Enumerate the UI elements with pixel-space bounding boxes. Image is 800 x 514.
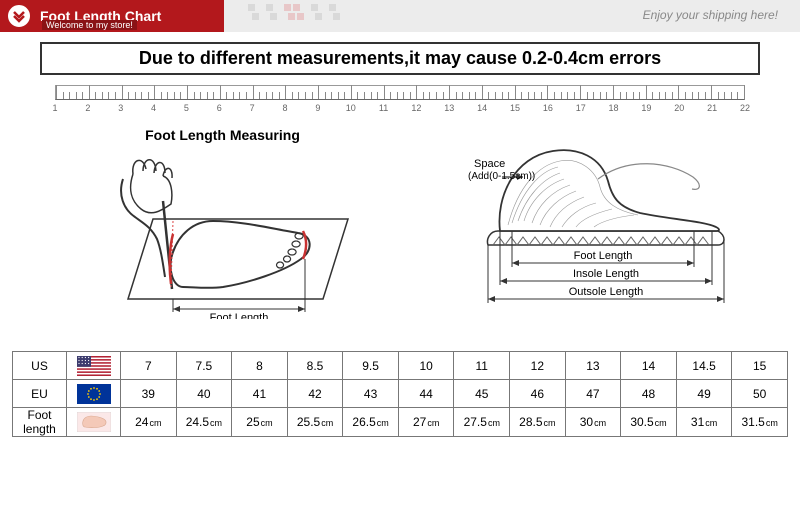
- size-cell: 42: [287, 380, 343, 408]
- size-cell: 26.5cm: [343, 408, 399, 437]
- chevron-down-logo-icon: [12, 9, 26, 23]
- foot-measuring-svg: Foot Length: [73, 149, 373, 319]
- foot-measuring-diagram: Foot Length Measuring Foot Length: [58, 127, 388, 327]
- table-row: EU 394041424344454647484950: [13, 380, 788, 408]
- size-cell: 48: [621, 380, 677, 408]
- size-cell: 14: [621, 352, 677, 380]
- foot-length-label-right: Foot Length: [573, 250, 632, 262]
- size-chart-table: US77.588.59.5101112131414.515EU394041424…: [12, 351, 788, 437]
- size-cell: 43: [343, 380, 399, 408]
- size-cell: 27cm: [398, 408, 454, 437]
- size-cell: 7: [121, 352, 177, 380]
- header-enjoy-text: Enjoy your shipping here!: [643, 8, 778, 22]
- size-cell: 50: [732, 380, 788, 408]
- size-cell: 13: [565, 352, 621, 380]
- size-cell: 12: [510, 352, 566, 380]
- row-label: Footlength: [13, 408, 67, 437]
- eu-flag-icon: [67, 380, 121, 408]
- size-cell: 47: [565, 380, 621, 408]
- table-row: Footlength 24cm24.5cm25cm25.5cm26.5cm27cm…: [13, 408, 788, 437]
- measurement-warning: Due to different measurements,it may cau…: [40, 42, 760, 75]
- row-label: US: [13, 352, 67, 380]
- outsole-length-label: Outsole Length: [568, 286, 643, 298]
- logo-badge: [6, 3, 32, 29]
- shoe-measurement-diagram: Space (Add(0-1.5cm)) Foot Length Insole …: [463, 127, 743, 327]
- size-cell: 8: [232, 352, 288, 380]
- size-cell: 28.5cm: [510, 408, 566, 437]
- size-cell: 49: [676, 380, 732, 408]
- size-cell: 31cm: [676, 408, 732, 437]
- insole-length-label: Insole Length: [572, 268, 638, 280]
- size-cell: 25cm: [232, 408, 288, 437]
- foot-length-label-left: Foot Length: [209, 312, 268, 319]
- size-cell: 45: [454, 380, 510, 408]
- size-cell: 39: [121, 380, 177, 408]
- diagram-left-title: Foot Length Measuring: [58, 127, 388, 143]
- size-cell: 10: [398, 352, 454, 380]
- header-subtitle: Welcome to my store!: [42, 20, 137, 30]
- size-cell: 15: [732, 352, 788, 380]
- size-cell: 27.5cm: [454, 408, 510, 437]
- size-cell: 31.5cm: [732, 408, 788, 437]
- size-cell: 41: [232, 380, 288, 408]
- size-cell: 24.5cm: [176, 408, 232, 437]
- us-flag-icon: [67, 352, 121, 380]
- size-cell: 7.5: [176, 352, 232, 380]
- space-label: Space: [474, 158, 505, 170]
- size-cell: 25.5cm: [287, 408, 343, 437]
- size-cell: 11: [454, 352, 510, 380]
- foot-flag-icon: [67, 408, 121, 437]
- diagrams-row: Foot Length Measuring Foot Length: [20, 127, 780, 337]
- header-banner: Foot Length Chart Welcome to my store! E…: [0, 0, 800, 32]
- space-add-label: (Add(0-1.5cm)): [468, 171, 535, 182]
- size-cell: 8.5: [287, 352, 343, 380]
- row-label: EU: [13, 380, 67, 408]
- size-cell: 40: [176, 380, 232, 408]
- size-cell: 30cm: [565, 408, 621, 437]
- ruler-graphic: 12345678910111213141516171819202122: [55, 85, 745, 119]
- table-row: US 77.588.59.5101112131414.515: [13, 352, 788, 380]
- size-cell: 24cm: [121, 408, 177, 437]
- shoe-svg: Space (Add(0-1.5cm)) Foot Length Insole …: [468, 127, 738, 327]
- size-cell: 46: [510, 380, 566, 408]
- size-cell: 30.5cm: [621, 408, 677, 437]
- size-cell: 44: [398, 380, 454, 408]
- size-cell: 14.5: [676, 352, 732, 380]
- size-cell: 9.5: [343, 352, 399, 380]
